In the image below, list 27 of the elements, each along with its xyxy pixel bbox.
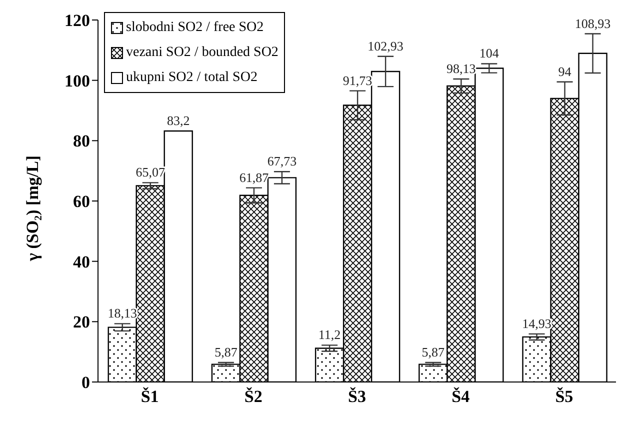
y-tick-label: 100 [64, 71, 90, 90]
data-label: 94 [558, 64, 572, 79]
y-tick-label: 120 [64, 11, 90, 30]
x-tick-label: Š2 [244, 387, 262, 406]
data-label: 98,13 [446, 61, 476, 76]
data-label: 5,87 [422, 344, 446, 360]
data-label: 104 [479, 46, 500, 61]
data-label: 5,87 [214, 344, 238, 360]
y-tick-label: 40 [73, 252, 90, 272]
legend-label: ukupni SO2 / total SO2 [126, 70, 258, 86]
y-tick-label: 0 [82, 373, 90, 392]
y-tick-label: 80 [73, 132, 90, 151]
data-label: 102,93 [368, 38, 404, 54]
x-tick-label: Š1 [140, 387, 159, 406]
data-label: 108,93 [574, 16, 611, 31]
y-tick-label: 60 [73, 192, 90, 212]
y-tick-label: 20 [73, 312, 90, 332]
y-axis-title: γ (SO₂) [mg/L] [23, 155, 42, 262]
x-tick-label: Š4 [452, 387, 470, 406]
data-label: 83,2 [166, 113, 190, 128]
x-tick-label: Š5 [555, 387, 574, 406]
data-label: 11,2 [318, 327, 341, 342]
legend-label: slobodni SO2 / free SO2 [126, 20, 264, 36]
data-label: 61,87 [239, 170, 270, 185]
data-label: 67,73 [267, 154, 297, 169]
legend-label: vezani SO2 / bounded SO2 [126, 44, 278, 60]
x-tick-label: Š3 [348, 387, 366, 406]
